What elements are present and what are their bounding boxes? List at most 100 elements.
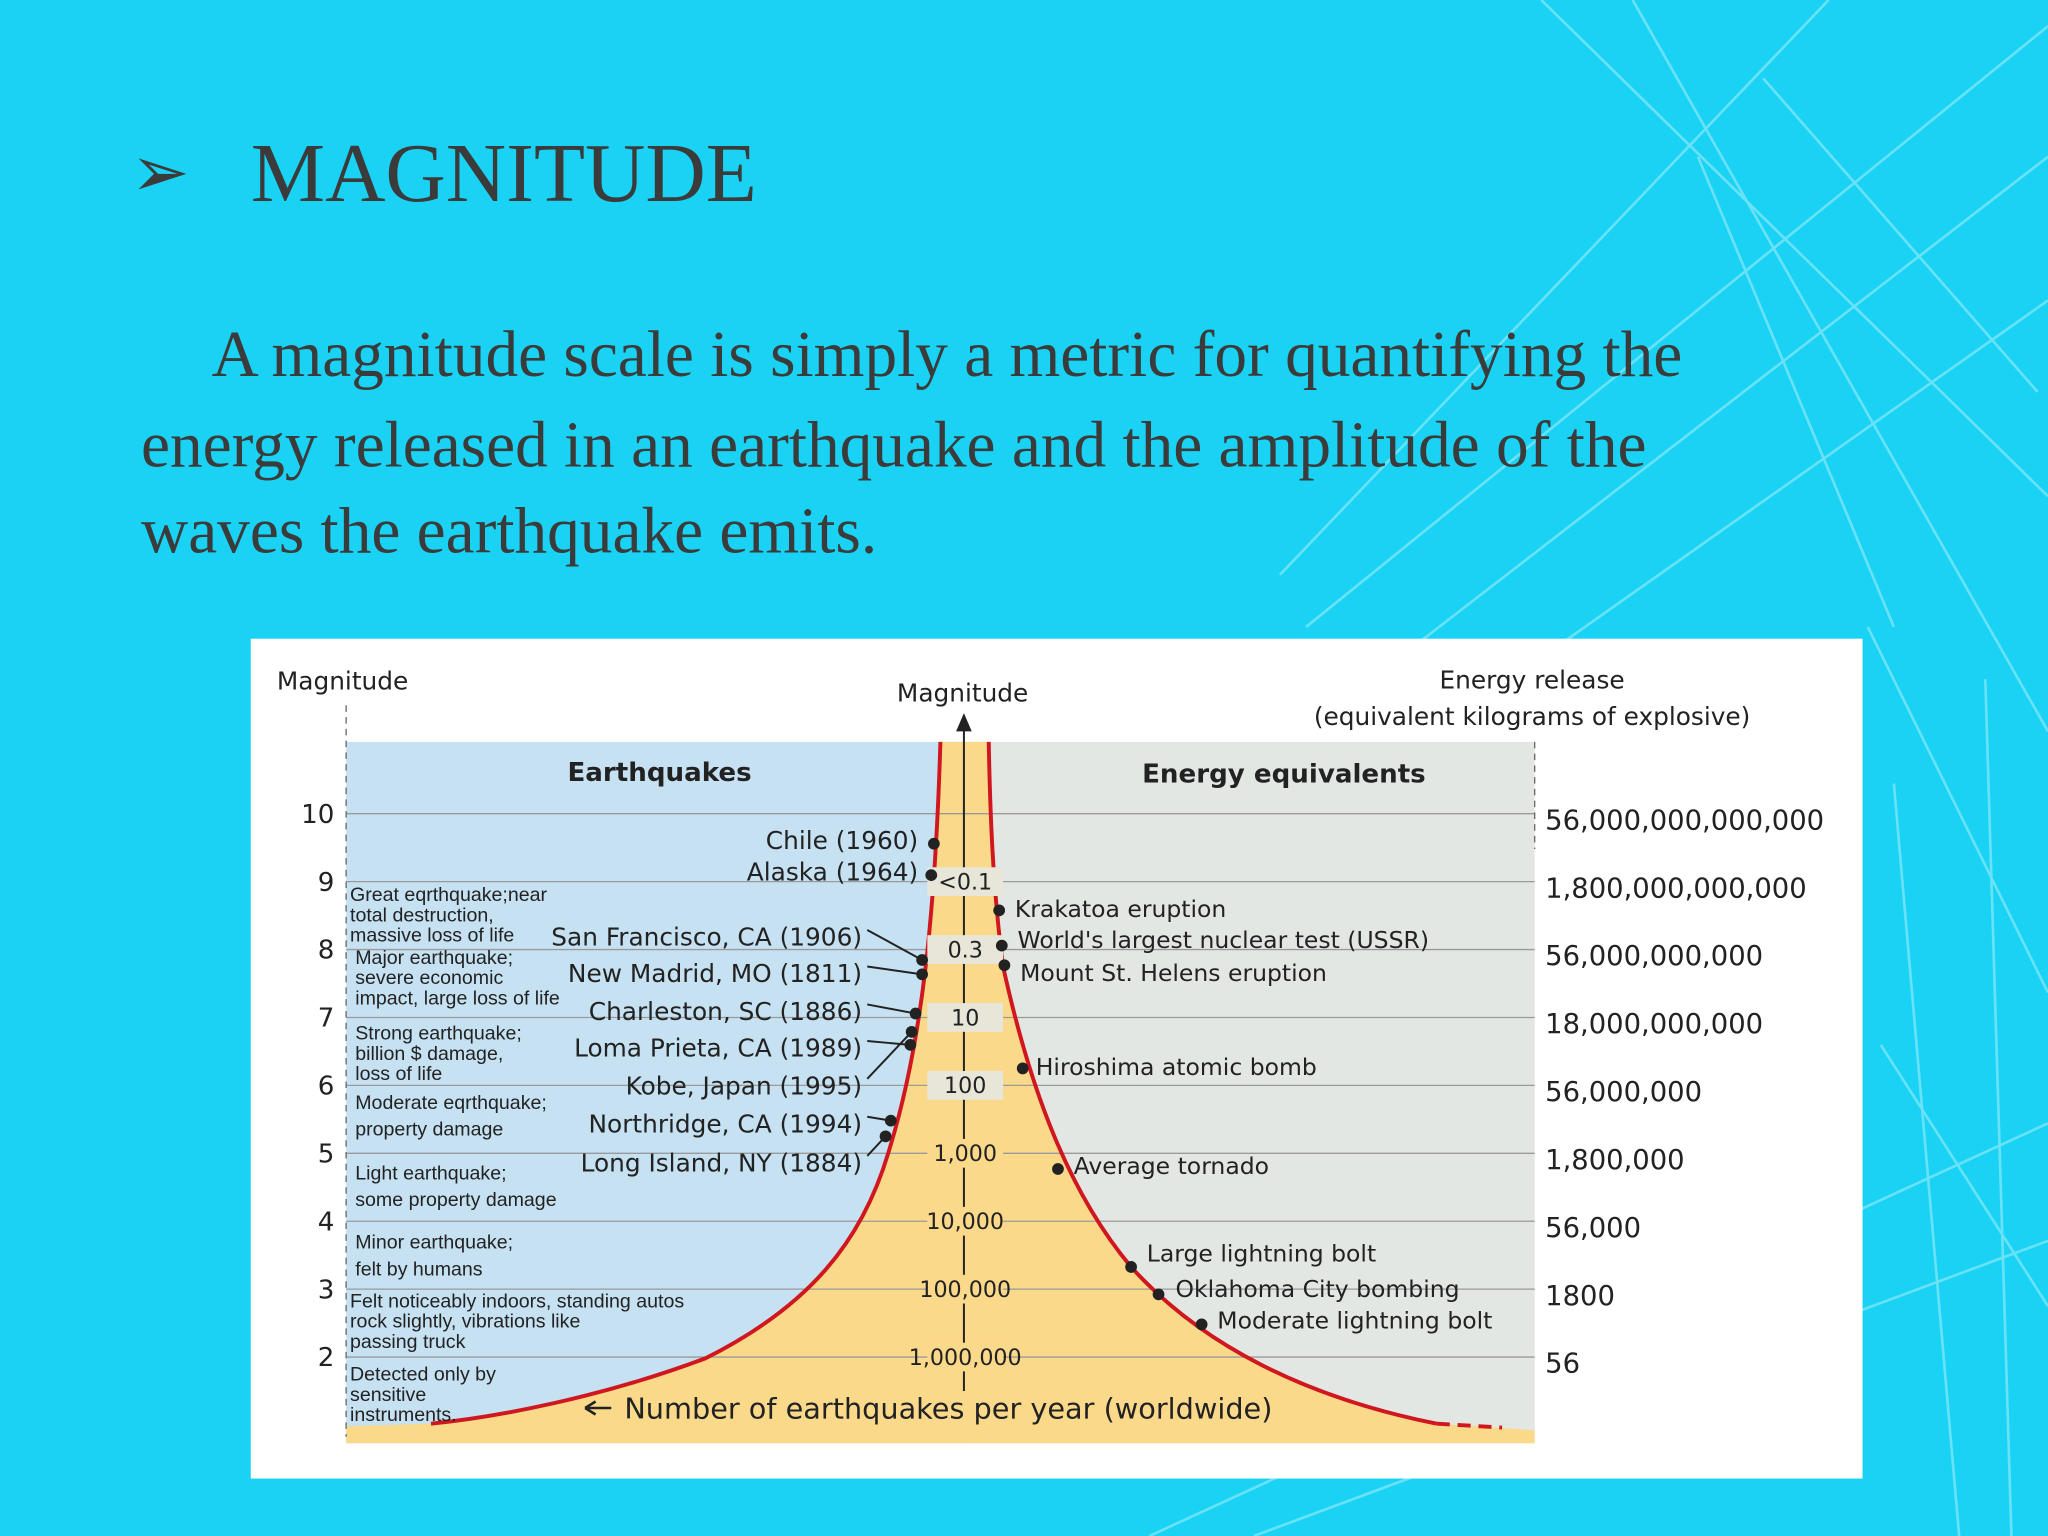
description-line: property damage (355, 1119, 503, 1141)
body-line: waves the earthquake emits. (141, 495, 877, 567)
right-axis-title: (equivalent kilograms of explosive) (1314, 702, 1751, 731)
frequency-label: 1,000 (933, 1141, 997, 1167)
energy-equivalent-label: World's largest nuclear test (USSR) (1017, 926, 1429, 954)
event-dot (905, 1025, 918, 1038)
description-line: felt by humans (355, 1258, 483, 1280)
energy-value: 56 (1545, 1349, 1580, 1380)
energy-equivalent-label: Average tornado (1074, 1152, 1269, 1180)
leader-line (866, 929, 923, 961)
axis-arrow (956, 713, 972, 732)
footer: Number of earthquakes per year (worldwid… (624, 1391, 1272, 1425)
magnitude-label: 2 (318, 1343, 335, 1373)
magnitude-label: 10 (301, 800, 334, 830)
earthquake-label: New Madrid, MO (1811) (568, 959, 862, 988)
frequency-bg (927, 1071, 1004, 1100)
magnitude-label: 4 (318, 1207, 335, 1237)
right-curve (986, 741, 1438, 1426)
description-line: severe economic (355, 967, 503, 989)
frequency-label: 100 (944, 1073, 986, 1099)
event-dot (884, 1114, 897, 1127)
event-dot (1016, 1062, 1029, 1075)
event-dot (1052, 1163, 1064, 1175)
leader-line (866, 1031, 913, 1080)
earthquake-label: Chile (1960) (766, 826, 918, 855)
description-line: instruments. (350, 1404, 457, 1426)
panel-title: Energy equivalents (1142, 759, 1426, 789)
frequency-label: 100,000 (919, 1277, 1011, 1303)
body-line: energy released in an earthquake and the… (141, 409, 1646, 481)
body-text: A magnitude scale is simply a metric for… (141, 319, 1682, 567)
energy-value: 18,000,000,000 (1545, 1009, 1763, 1040)
event-dot (993, 904, 1006, 917)
center-axis-title: Magnitude (897, 678, 1028, 707)
magnitude-label: 7 (318, 1004, 335, 1034)
description-line: Great eqrthquake;near (350, 884, 547, 906)
frequency-bg (927, 1206, 1004, 1236)
frequency-label: 10 (951, 1005, 979, 1031)
description-line: some property damage (355, 1189, 556, 1211)
body-line: A magnitude scale is simply a metric for… (212, 319, 1683, 391)
event-dot (928, 837, 940, 850)
curve-extension (1436, 1421, 1503, 1430)
footer-arrow (584, 1400, 612, 1416)
description-line: Light earthquake; (355, 1162, 506, 1184)
description-line: massive loss of life (350, 925, 514, 947)
frequency-bg (927, 867, 1004, 896)
frequency-bg (927, 1003, 1004, 1032)
leader-line (867, 1003, 916, 1015)
description-line: impact, large loss of life (355, 987, 560, 1009)
event-dot (1152, 1288, 1165, 1301)
energy-equivalent-label: Mount St. Helens eruption (1020, 959, 1327, 987)
earthquake-label: Loma Prieta, CA (1989) (574, 1034, 862, 1063)
leader-line (867, 1040, 911, 1046)
right-axis-title: Energy release (1440, 665, 1625, 694)
magnitude-label: 3 (318, 1275, 335, 1305)
frequency-label: 0.3 (948, 937, 983, 963)
bullet-arrow: ➢ (131, 134, 190, 212)
earthquake-label: Alaska (1964) (747, 857, 918, 886)
energy-equivalent-label: Oklahoma City bombing (1176, 1275, 1460, 1303)
frequency-bg (927, 935, 1004, 964)
left-axis-title: Magnitude (277, 667, 408, 696)
description-line: total destruction, (350, 904, 494, 926)
magnitude-label: 8 (318, 936, 335, 966)
frequency-bg (927, 1342, 1004, 1372)
description-line: Strong earthquake; (355, 1023, 522, 1045)
event-dot (879, 1130, 892, 1143)
earthquake-label: Northridge, CA (1994) (588, 1109, 862, 1138)
energy-equivalent-label: Moderate lightning bolt (1217, 1306, 1492, 1334)
event-dot (909, 1007, 922, 1020)
description-line: Detected only by (350, 1364, 496, 1386)
frequency-label: <0.1 (938, 869, 992, 895)
leader-line (867, 965, 923, 976)
description-line: rock slightly, vibrations like (350, 1311, 580, 1333)
description-line: passing truck (350, 1331, 466, 1353)
energy-value: 1800 (1545, 1281, 1615, 1312)
frequency-label: 1,000,000 (909, 1345, 1022, 1371)
magnitude-label: 9 (318, 868, 335, 898)
earthquake-label: Long Island, NY (1884) (581, 1149, 862, 1178)
description-line: Minor earthquake; (355, 1232, 513, 1254)
event-dot (904, 1039, 917, 1051)
slide-title: MAGNITUDE (251, 128, 757, 220)
energy-value: 56,000,000,000,000 (1545, 805, 1824, 836)
event-dot (1195, 1318, 1208, 1331)
energy-value: 56,000,000,000 (1545, 941, 1763, 972)
event-dot (998, 959, 1011, 972)
frequency-bg (927, 1274, 1004, 1304)
description-line: billion $ damage, (355, 1043, 503, 1065)
description-line: loss of life (355, 1063, 442, 1085)
event-dot (916, 968, 928, 981)
description-line: Moderate eqrthquake; (355, 1092, 547, 1114)
event-dot (995, 939, 1008, 952)
energy-value: 1,800,000 (1545, 1145, 1684, 1176)
frequency-label: 10,000 (926, 1209, 1004, 1235)
event-dot (916, 954, 928, 966)
panel-title: Earthquakes (567, 758, 751, 788)
event-dot (925, 869, 938, 881)
energy-equivalent-label: Large lightning bolt (1147, 1240, 1376, 1268)
energy-equivalent-label: Hiroshima atomic bomb (1036, 1053, 1317, 1081)
energy-value: 56,000 (1545, 1213, 1641, 1244)
description-line: sensitive (350, 1384, 426, 1406)
